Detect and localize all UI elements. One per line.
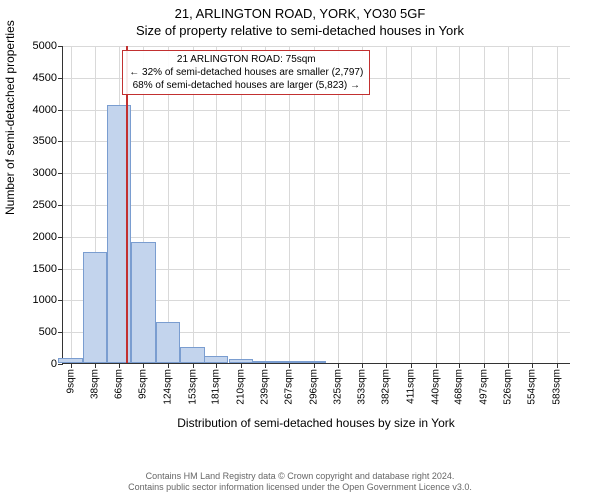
- x-tick-label: 153sqm: [187, 369, 198, 405]
- gridline-v: [557, 46, 558, 363]
- y-tick-label: 2000: [33, 231, 63, 243]
- x-tick-label: 38sqm: [90, 369, 101, 399]
- footnote-line1: Contains HM Land Registry data © Crown c…: [146, 471, 455, 481]
- histogram-bar: [156, 322, 180, 363]
- x-tick-mark: [143, 363, 144, 368]
- annotation-line3: 68% of semi-detached houses are larger (…: [133, 80, 360, 91]
- x-tick-mark: [411, 363, 412, 368]
- y-tick-label: 3500: [33, 135, 63, 147]
- x-tick-mark: [557, 363, 558, 368]
- x-tick-mark: [314, 363, 315, 368]
- gridline-h: [63, 173, 570, 174]
- x-tick-label: 353sqm: [356, 369, 367, 405]
- x-tick-label: 583sqm: [551, 369, 562, 405]
- gridline-h: [63, 237, 570, 238]
- x-tick-label: 296sqm: [308, 369, 319, 405]
- x-tick-label: 440sqm: [430, 369, 441, 405]
- y-tick-label: 4000: [33, 104, 63, 116]
- y-tick-label: 2500: [33, 199, 63, 211]
- chart-title-line2: Size of property relative to semi-detach…: [0, 21, 600, 38]
- histogram-bar: [58, 358, 82, 363]
- x-tick-label: 468sqm: [454, 369, 465, 405]
- x-tick-mark: [338, 363, 339, 368]
- x-tick-mark: [216, 363, 217, 368]
- y-tick-label: 5000: [33, 40, 63, 52]
- plot-area: 0500100015002000250030003500400045005000…: [62, 46, 570, 364]
- x-tick-mark: [508, 363, 509, 368]
- x-tick-mark: [241, 363, 242, 368]
- x-tick-label: 239sqm: [260, 369, 271, 405]
- annotation-box: 21 ARLINGTON ROAD: 75sqm ← 32% of semi-de…: [122, 50, 370, 95]
- histogram-bar: [253, 361, 277, 363]
- x-tick-mark: [119, 363, 120, 368]
- histogram-bar: [83, 252, 107, 363]
- y-tick-label: 4500: [33, 72, 63, 84]
- gridline-h: [63, 141, 570, 142]
- gridline-h: [63, 205, 570, 206]
- y-axis-label: Number of semi-detached properties: [3, 195, 17, 215]
- chart-container: 21, ARLINGTON ROAD, YORK, YO30 5GF Size …: [0, 0, 600, 500]
- chart-title-line1: 21, ARLINGTON ROAD, YORK, YO30 5GF: [0, 0, 600, 21]
- x-tick-mark: [193, 363, 194, 368]
- x-tick-label: 411sqm: [405, 369, 416, 404]
- x-tick-mark: [386, 363, 387, 368]
- annotation-line2: ← 32% of semi-detached houses are smalle…: [129, 67, 363, 78]
- y-tick-label: 3000: [33, 167, 63, 179]
- x-tick-mark: [532, 363, 533, 368]
- gridline-v: [436, 46, 437, 363]
- y-tick-label: 1500: [33, 263, 63, 275]
- histogram-bar: [301, 361, 325, 363]
- x-tick-label: 9sqm: [65, 369, 76, 393]
- x-tick-label: 181sqm: [211, 369, 222, 405]
- x-tick-mark: [265, 363, 266, 368]
- x-tick-label: 124sqm: [162, 369, 173, 405]
- x-tick-label: 382sqm: [381, 369, 392, 405]
- x-tick-mark: [484, 363, 485, 368]
- x-tick-mark: [362, 363, 363, 368]
- x-tick-label: 95sqm: [138, 369, 149, 399]
- gridline-h: [63, 110, 570, 111]
- annotation-line1: 21 ARLINGTON ROAD: 75sqm: [177, 54, 316, 65]
- histogram-bar: [180, 347, 204, 363]
- gridline-h: [63, 46, 570, 47]
- x-tick-mark: [436, 363, 437, 368]
- gridline-v: [459, 46, 460, 363]
- x-tick-mark: [289, 363, 290, 368]
- x-tick-label: 554sqm: [527, 369, 538, 405]
- gridline-v: [386, 46, 387, 363]
- x-tick-mark: [95, 363, 96, 368]
- y-tick-label: 1000: [33, 294, 63, 306]
- x-tick-mark: [459, 363, 460, 368]
- y-tick-label: 500: [39, 326, 63, 338]
- x-tick-label: 325sqm: [333, 369, 344, 405]
- chart-footnote: Contains HM Land Registry data © Crown c…: [0, 471, 600, 494]
- x-tick-label: 66sqm: [113, 369, 124, 399]
- x-tick-label: 526sqm: [503, 369, 514, 405]
- x-axis-label: Distribution of semi-detached houses by …: [62, 416, 570, 430]
- x-tick-label: 267sqm: [284, 369, 295, 405]
- x-tick-label: 497sqm: [478, 369, 489, 405]
- histogram-bar: [204, 356, 228, 363]
- histogram-bar: [277, 361, 301, 363]
- gridline-v: [508, 46, 509, 363]
- footnote-line2: Contains public sector information licen…: [128, 482, 472, 492]
- x-tick-label: 210sqm: [235, 369, 246, 405]
- gridline-v: [484, 46, 485, 363]
- x-tick-mark: [168, 363, 169, 368]
- histogram-bar: [131, 242, 155, 363]
- x-tick-mark: [71, 363, 72, 368]
- gridline-v: [532, 46, 533, 363]
- histogram-bar: [229, 359, 253, 363]
- gridline-v: [411, 46, 412, 363]
- gridline-v: [71, 46, 72, 363]
